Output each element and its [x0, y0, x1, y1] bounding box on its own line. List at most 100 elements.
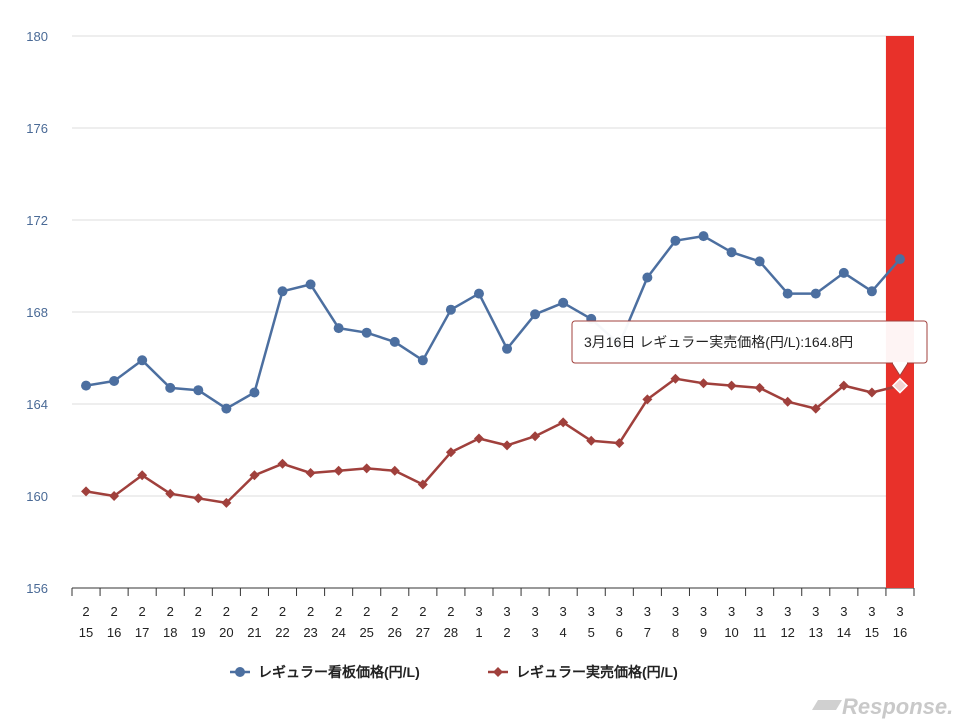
x-tick-label-day: 12 — [780, 625, 794, 640]
data-point — [782, 396, 793, 407]
x-tick-label-month: 2 — [363, 604, 370, 619]
x-tick-label-month: 3 — [700, 604, 707, 619]
data-point — [445, 304, 456, 315]
data-point — [473, 288, 484, 299]
x-tick-label-month: 2 — [279, 604, 286, 619]
data-point — [333, 465, 344, 476]
data-point — [445, 447, 456, 458]
data-point — [502, 440, 513, 451]
x-tick-label-month: 3 — [672, 604, 679, 619]
x-tick-label-day: 27 — [416, 625, 430, 640]
data-point — [642, 394, 653, 405]
series-line — [85, 234, 901, 410]
data-point — [866, 286, 877, 297]
response-logo-text: Response. — [842, 694, 953, 719]
data-point — [277, 458, 288, 469]
x-tick-label-month: 2 — [110, 604, 117, 619]
data-point — [417, 479, 428, 490]
data-point — [894, 254, 905, 265]
data-point — [558, 297, 569, 308]
y-tick-label: 180 — [26, 29, 48, 44]
series-0 — [81, 231, 905, 414]
y-tick-label: 176 — [26, 121, 48, 136]
x-tick-label-day: 2 — [503, 625, 510, 640]
x-tick-label-day: 8 — [672, 625, 679, 640]
x-tick-label-day: 5 — [588, 625, 595, 640]
data-point — [109, 491, 120, 501]
data-point — [221, 497, 232, 508]
x-tick-label-day: 24 — [331, 625, 345, 640]
highlighted-data-point — [891, 377, 909, 394]
x-tick-label-month: 3 — [531, 604, 538, 619]
x-tick-label-day: 22 — [275, 625, 289, 640]
x-axis: 2152162172182192202212222232242252262272… — [71, 588, 915, 640]
x-tick-label-day: 20 — [219, 625, 233, 640]
x-tick-label-month: 3 — [616, 604, 623, 619]
x-tick-label-day: 4 — [560, 625, 567, 640]
y-tick-label: 156 — [26, 581, 48, 596]
data-point — [558, 417, 569, 428]
x-tick-label-month: 3 — [644, 604, 651, 619]
x-tick-label-day: 17 — [135, 625, 149, 640]
data-point — [782, 288, 793, 299]
tooltip: 3月16日 レギュラー実売価格(円/L):164.8円 — [571, 320, 928, 377]
x-tick-label-month: 2 — [335, 604, 342, 619]
data-point — [698, 231, 709, 242]
x-tick-label-day: 11 — [753, 625, 767, 640]
data-point — [81, 486, 92, 497]
x-tick-label-day: 15 — [865, 625, 879, 640]
data-point — [838, 380, 849, 391]
y-tick-label: 168 — [26, 305, 48, 320]
x-tick-label-day: 28 — [444, 625, 458, 640]
x-tick-label-month: 3 — [475, 604, 482, 619]
x-tick-label-month: 3 — [868, 604, 875, 619]
data-point — [698, 378, 709, 389]
x-tick-label-month: 3 — [784, 604, 791, 619]
x-tick-label-month: 2 — [251, 604, 258, 619]
data-point — [473, 433, 484, 444]
x-tick-label-month: 2 — [447, 604, 454, 619]
y-tick-label: 164 — [26, 397, 48, 412]
x-tick-label-day: 21 — [247, 625, 261, 640]
legend-label: レギュラー実売価格(円/L) — [516, 664, 678, 680]
y-tick-label: 172 — [26, 213, 48, 228]
data-point — [137, 355, 148, 366]
x-tick-label-day: 10 — [724, 625, 738, 640]
x-tick-label-month: 3 — [560, 604, 567, 619]
x-tick-label-day: 23 — [303, 625, 317, 640]
x-tick-label-day: 13 — [809, 625, 823, 640]
data-point — [249, 387, 260, 398]
data-point — [249, 470, 260, 481]
data-point — [165, 488, 176, 499]
data-point — [838, 267, 849, 278]
x-tick-label-month: 3 — [812, 604, 819, 619]
x-tick-label-day: 3 — [531, 625, 538, 640]
data-point — [305, 468, 316, 478]
data-point — [389, 465, 400, 476]
data-point — [305, 279, 316, 290]
series-line — [85, 377, 901, 505]
data-point — [333, 323, 344, 334]
data-point — [193, 493, 204, 504]
legend-item-0: レギュラー看板価格(円/L) — [230, 664, 420, 680]
tooltip-text: 3月16日 レギュラー実売価格(円/L):164.8円 — [584, 334, 853, 350]
data-point — [726, 247, 737, 258]
x-tick-label-month: 2 — [419, 604, 426, 619]
legend: レギュラー看板価格(円/L) レギュラー実売価格(円/L) — [230, 664, 678, 680]
response-logo-mark — [812, 700, 842, 710]
x-tick-label-month: 3 — [503, 604, 510, 619]
data-point — [109, 376, 120, 386]
x-tick-label-day: 1 — [475, 625, 482, 640]
data-point — [389, 336, 400, 347]
x-tick-label-month: 3 — [756, 604, 763, 619]
data-point — [614, 438, 625, 449]
x-tick-label-day: 9 — [700, 625, 707, 640]
data-point — [193, 385, 204, 396]
y-axis-ticks: 156 160 164 168 172 176 180 — [26, 29, 48, 596]
data-point — [866, 387, 877, 398]
data-point — [502, 343, 513, 354]
x-tick-label-month: 3 — [896, 604, 903, 619]
x-tick-label-month: 2 — [167, 604, 174, 619]
x-tick-label-month: 2 — [139, 604, 146, 619]
